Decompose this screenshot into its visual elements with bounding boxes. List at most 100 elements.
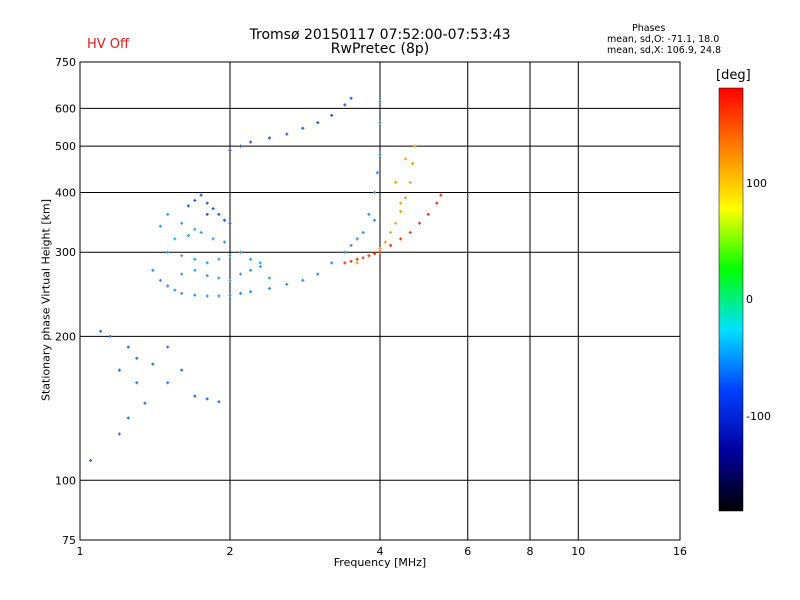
chart-subtitle: RwPretec (8p): [330, 41, 430, 57]
x-axis-label: Frequency [MHz]: [333, 556, 427, 569]
echo-point: [373, 218, 377, 222]
echo-point: [301, 126, 305, 130]
echo-point: [217, 400, 221, 404]
chart-title: Tromsø 20150117 07:52:00-07:53:43: [249, 27, 511, 43]
echo-point: [166, 250, 170, 254]
y-tick-label: 600: [55, 102, 76, 115]
echo-point: [223, 218, 227, 222]
echo-point: [330, 113, 334, 117]
echo-point: [186, 234, 190, 238]
echo-point: [367, 254, 371, 258]
x-tick-label: 8: [527, 545, 534, 558]
x-tick-label: 16: [673, 545, 687, 558]
echo-point: [193, 257, 197, 261]
echo-point: [193, 394, 197, 398]
echo-point: [316, 121, 320, 125]
echo-point: [367, 212, 371, 216]
x-tick-label: 1: [77, 545, 84, 558]
echo-point: [301, 278, 305, 282]
phases-x-mode-stats: mean, sd,X: 106.9, 24.8: [607, 45, 722, 56]
echo-point: [173, 237, 177, 241]
echo-point: [249, 268, 253, 272]
echo-point: [361, 256, 365, 260]
phase-colorbar: [718, 87, 744, 512]
echo-point: [267, 276, 271, 280]
echo-point: [373, 252, 377, 256]
echo-point: [180, 221, 184, 225]
echo-point: [389, 230, 393, 234]
echo-point: [239, 144, 243, 148]
echo-point: [228, 293, 232, 297]
echo-point: [199, 230, 203, 234]
echo-point: [267, 136, 271, 140]
echo-point: [330, 261, 334, 265]
echo-point: [394, 221, 398, 225]
echo-point: [258, 265, 262, 269]
echo-point: [158, 224, 162, 228]
echo-point: [205, 212, 209, 216]
y-tick-label: 75: [62, 534, 76, 547]
echo-point: [126, 345, 130, 349]
echo-point: [239, 291, 243, 295]
echo-point: [285, 282, 289, 286]
echo-point: [211, 237, 215, 241]
echo-point: [343, 103, 347, 107]
echo-point: [349, 96, 353, 100]
echo-point: [151, 362, 155, 366]
echo-point: [361, 230, 365, 234]
echo-point: [378, 121, 382, 125]
echo-point: [426, 212, 430, 216]
y-tick-label: 500: [55, 140, 76, 153]
echo-point: [228, 278, 232, 282]
echo-point: [349, 259, 353, 263]
echo-point: [117, 368, 121, 372]
echo-point: [378, 100, 382, 104]
phases-o-mode-stats: mean, sd,O: -71.1, 18.0: [607, 34, 720, 45]
echo-point: [180, 272, 184, 276]
echo-point: [373, 190, 377, 194]
echo-point: [239, 250, 243, 254]
y-tick-label: 200: [55, 330, 76, 343]
echo-point: [249, 140, 253, 144]
echo-point: [403, 196, 407, 200]
echo-point: [205, 201, 209, 205]
echo-point: [378, 247, 382, 251]
echo-point: [355, 237, 359, 241]
echo-point: [399, 201, 403, 205]
echo-point: [166, 345, 170, 349]
echo-point: [217, 276, 221, 280]
echo-point: [378, 153, 382, 157]
echo-point: [413, 144, 417, 148]
x-tick-label: 4: [377, 545, 384, 558]
echo-point: [239, 272, 243, 276]
echo-point: [89, 458, 93, 462]
echo-point: [228, 254, 232, 258]
echo-point: [228, 221, 232, 225]
echo-point: [166, 381, 170, 385]
echo-point: [399, 237, 403, 241]
echo-point: [378, 250, 382, 254]
echo-point: [193, 227, 197, 231]
echo-point: [258, 261, 262, 265]
echo-point: [199, 193, 203, 197]
echo-point: [205, 397, 209, 401]
echo-point: [399, 210, 403, 214]
echo-point: [217, 212, 221, 216]
phases-title: Phases: [632, 23, 666, 34]
echo-point: [180, 368, 184, 372]
y-tick-label: 100: [55, 474, 76, 487]
echo-point: [408, 230, 412, 234]
echo-point: [343, 261, 347, 265]
x-tick-label: 10: [571, 545, 585, 558]
x-tick-label: 2: [227, 545, 234, 558]
y-tick-label: 300: [55, 246, 76, 259]
colorbar-unit-label: [deg]: [716, 68, 751, 83]
echo-point: [383, 240, 387, 244]
colorbar-tick-label: 100: [746, 177, 767, 190]
echo-point: [186, 204, 190, 208]
echo-point: [117, 432, 121, 436]
echo-point: [193, 198, 197, 202]
x-tick-label: 6: [464, 545, 471, 558]
echo-point: [223, 240, 227, 244]
